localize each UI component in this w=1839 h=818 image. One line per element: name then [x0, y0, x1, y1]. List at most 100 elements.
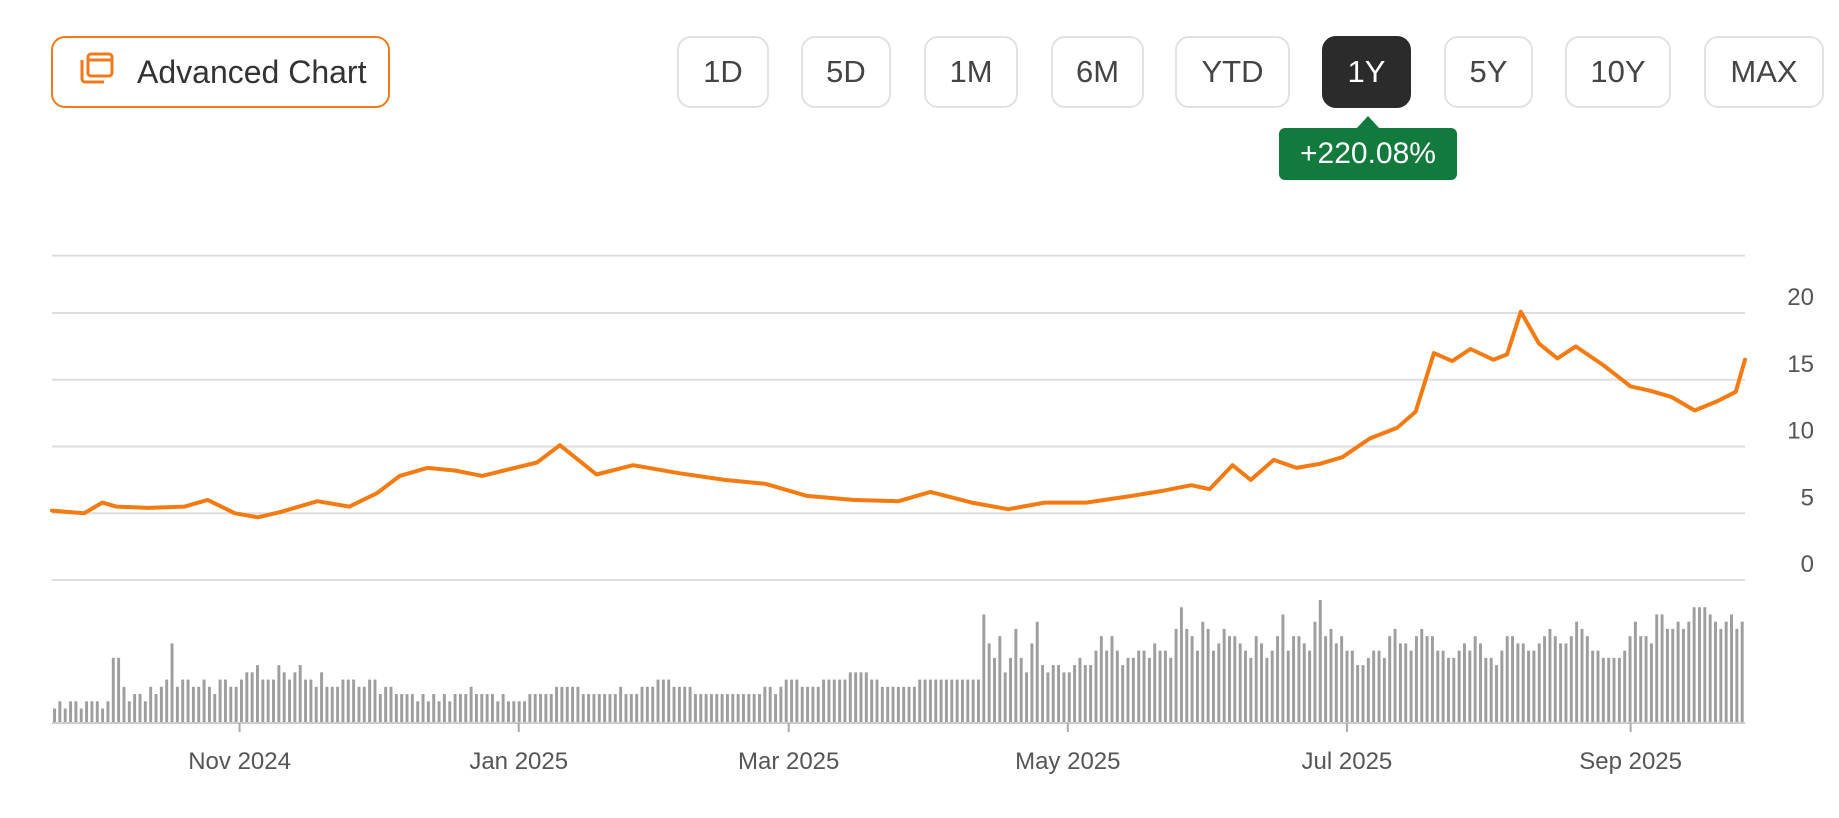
- volume-bar: [1297, 636, 1301, 723]
- volume-bar: [507, 701, 510, 723]
- volume-bar: [448, 701, 452, 723]
- volume-bar: [1003, 672, 1007, 723]
- range-button-1m[interactable]: 1M: [924, 36, 1018, 108]
- volume-bar: [517, 701, 521, 723]
- volume-bar: [800, 686, 804, 723]
- volume-bar: [928, 679, 932, 723]
- volume-bar: [458, 694, 462, 723]
- volume-bar: [1681, 628, 1685, 723]
- volume-bar: [282, 672, 286, 723]
- volume-bar: [838, 679, 842, 723]
- volume-bar: [239, 679, 243, 723]
- range-button-6m[interactable]: 6M: [1051, 36, 1144, 108]
- volume-bar: [197, 686, 201, 723]
- volume-bar: [1099, 636, 1103, 723]
- volume-bar: [491, 694, 494, 723]
- volume-bar: [918, 679, 922, 723]
- volume-bar: [1228, 636, 1231, 723]
- range-button-1d[interactable]: 1D: [677, 36, 769, 108]
- volume-bar: [74, 701, 78, 723]
- volume-bar: [1318, 600, 1322, 723]
- volume-bar: [725, 694, 729, 723]
- range-button-ytd[interactable]: YTD: [1175, 36, 1290, 108]
- volume-bar: [122, 686, 126, 723]
- volume-bar: [1559, 643, 1563, 723]
- volume-bar: [1340, 636, 1344, 723]
- volume-bar: [111, 657, 115, 723]
- volume-bar: [165, 679, 169, 723]
- volume-bar: [245, 672, 249, 723]
- advanced-chart-button[interactable]: Advanced Chart: [51, 36, 390, 108]
- volume-bar: [944, 679, 948, 723]
- volume-bar: [811, 686, 815, 723]
- volume-bar: [672, 686, 676, 723]
- volume-bar: [1569, 636, 1573, 723]
- volume-bar: [223, 679, 227, 723]
- volume-bar: [480, 694, 484, 723]
- volume-bar: [127, 701, 131, 723]
- volume-bar: [1703, 607, 1707, 723]
- volume-bar: [1302, 643, 1306, 723]
- volume-bar: [320, 672, 324, 723]
- volume-bar: [101, 708, 105, 723]
- volume-bar: [1014, 628, 1018, 723]
- volume-bar: [1607, 657, 1611, 723]
- volume-bar: [90, 701, 94, 723]
- volume-bar: [629, 694, 633, 723]
- volume-bar: [1217, 643, 1221, 723]
- volume-bar: [1089, 665, 1093, 723]
- volume-bar: [523, 701, 526, 723]
- volume-bar: [1051, 665, 1055, 723]
- range-button-5d[interactable]: 5D: [801, 36, 891, 108]
- range-button-1y[interactable]: 1Y: [1322, 36, 1411, 108]
- volume-bar: [69, 701, 73, 723]
- range-button-max[interactable]: MAX: [1704, 36, 1824, 108]
- volume-bar: [1035, 621, 1039, 723]
- volume-bar: [693, 694, 697, 723]
- volume-bar: [960, 679, 964, 723]
- volume-bar: [159, 686, 163, 723]
- volume-bar: [1585, 636, 1589, 723]
- x-tick-label: Jul 2025: [1302, 748, 1393, 775]
- volume-bar: [1655, 614, 1659, 723]
- volume-bar: [1265, 657, 1269, 723]
- volume-bar: [1190, 636, 1194, 723]
- volume-bar: [1580, 628, 1584, 723]
- volume-bar: [1185, 628, 1189, 723]
- volume-bar: [667, 679, 671, 723]
- volume-bar: [1452, 657, 1456, 723]
- volume-bar: [293, 672, 297, 723]
- volume-bar: [859, 672, 863, 723]
- volume-bar: [474, 694, 478, 723]
- volume-bar: [1724, 621, 1728, 723]
- volume-bar: [1211, 650, 1215, 723]
- volume-bar: [907, 686, 911, 723]
- volume-bar: [58, 701, 62, 723]
- range-button-5y[interactable]: 5Y: [1444, 36, 1533, 108]
- volume-bar: [138, 694, 142, 723]
- volume-bar: [1121, 665, 1125, 723]
- volume-bar: [603, 694, 607, 723]
- volume-bar: [325, 686, 329, 723]
- volume-bar: [63, 708, 67, 723]
- range-button-10y[interactable]: 10Y: [1565, 36, 1671, 108]
- volume-bar: [368, 679, 372, 723]
- volume-bar: [1692, 607, 1696, 723]
- volume-bar: [1473, 636, 1477, 723]
- volume-bar: [688, 686, 692, 723]
- volume-bar: [528, 694, 532, 723]
- volume-bar: [1527, 650, 1531, 723]
- volume-bar: [581, 694, 585, 723]
- volume-bar: [902, 686, 906, 723]
- volume-bar: [624, 694, 628, 723]
- change-badge: +220.08%: [1279, 128, 1457, 180]
- volume-bar: [1324, 636, 1328, 723]
- volume-bar: [1484, 657, 1488, 723]
- volume-bar: [405, 694, 409, 723]
- volume-bar: [1633, 621, 1637, 723]
- volume-bar: [1131, 657, 1135, 723]
- volume-bar: [704, 694, 708, 723]
- volume-bar: [1735, 628, 1739, 723]
- volume-bar: [1719, 628, 1723, 723]
